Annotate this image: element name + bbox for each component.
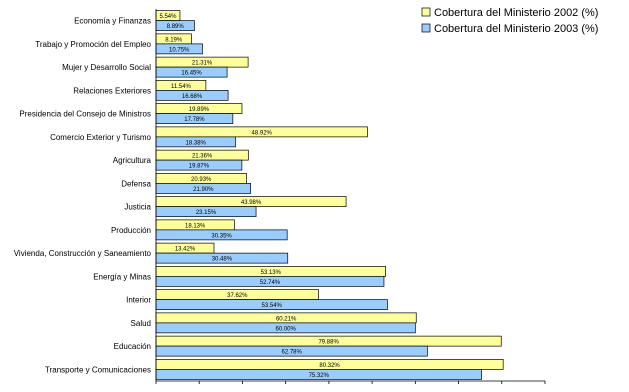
bar-data-label: 11.54% bbox=[171, 84, 192, 90]
category-label: Defensa bbox=[121, 179, 151, 188]
bar-data-label: 30.48% bbox=[212, 257, 233, 263]
category-label: Educación bbox=[114, 342, 151, 351]
legend-swatch-2003 bbox=[421, 23, 431, 33]
bar-data-label: 37.62% bbox=[227, 293, 248, 299]
bar-data-label: 18.38% bbox=[186, 140, 207, 146]
bar-data-label: 60.21% bbox=[276, 316, 297, 322]
category-label: Relaciones Exteriores bbox=[73, 86, 151, 95]
bar-data-label: 8.19% bbox=[165, 37, 183, 43]
category-label: Economía y Finanzas bbox=[74, 17, 151, 26]
bars-layer: 5.54% 8.89% 8.19% 10.75% 21.31% 16.45% 11.54% 1… bbox=[155, 10, 504, 380]
category-label: Agricultura bbox=[113, 156, 152, 165]
bar-data-label: 75.32% bbox=[309, 373, 330, 379]
category-label: Vivienda, Construcción y Saneamiento bbox=[14, 249, 152, 258]
legend-label: Cobertura del Ministerio 2003 (%) bbox=[434, 23, 598, 35]
bar-data-label: 8.89% bbox=[167, 24, 185, 30]
bar-data-label: 80.32% bbox=[319, 363, 340, 369]
bar-data-label: 62.78% bbox=[281, 350, 302, 356]
bar-data-label: 18.13% bbox=[185, 223, 206, 229]
axes bbox=[155, 9, 546, 384]
bar-data-label: 16.68% bbox=[182, 94, 203, 100]
legend-label: Cobertura del Ministerio 2002 (%) bbox=[434, 7, 598, 19]
category-label: Justicia bbox=[124, 203, 151, 212]
bar-data-label: 48.92% bbox=[252, 130, 273, 136]
bar-data-label: 43.98% bbox=[241, 200, 262, 206]
bar-data-label: 16.45% bbox=[181, 71, 202, 77]
bar-data-label: 60.00% bbox=[275, 326, 296, 332]
bar-data-label: 23.15% bbox=[196, 210, 217, 216]
category-label: Interior bbox=[126, 296, 151, 305]
bar-data-label: 19.89% bbox=[189, 107, 210, 113]
bar-data-label: 5.54% bbox=[159, 14, 177, 20]
category-label: Transporte y Comunicaciones bbox=[45, 365, 151, 374]
bar-data-label: 53.13% bbox=[261, 270, 282, 276]
bar-data-label: 21.31% bbox=[192, 61, 213, 67]
category-label: Producción bbox=[111, 226, 151, 235]
legend: Cobertura del Ministerio 2002 (%) Cobertu… bbox=[421, 7, 598, 35]
category-label: Trabajo y Promoción del Empleo bbox=[35, 40, 151, 49]
bar-data-label: 20.93% bbox=[191, 177, 212, 183]
bar-data-label: 79.88% bbox=[318, 340, 339, 346]
bar-data-label: 13.42% bbox=[175, 247, 196, 253]
legend-swatch-2002 bbox=[421, 7, 431, 17]
category-label: Mujer y Desarrollo Social bbox=[62, 63, 151, 72]
category-label: Salud bbox=[131, 319, 151, 328]
bar-data-label: 21.90% bbox=[193, 187, 214, 193]
category-label: Presidencia del Consejo de Ministros bbox=[19, 110, 151, 119]
bar-data-label: 30.35% bbox=[211, 233, 232, 239]
bar-data-label: 17.78% bbox=[184, 117, 205, 123]
category-labels: Economía y Finanzas Trabajo y Promoción d… bbox=[14, 17, 152, 375]
bar-data-label: 19.87% bbox=[189, 164, 210, 170]
bar-data-label: 52.74% bbox=[260, 280, 281, 286]
bar-data-label: 10.75% bbox=[169, 47, 190, 53]
bar-data-label: 53.54% bbox=[262, 303, 283, 309]
category-label: Energía y Minas bbox=[93, 272, 151, 281]
category-label: Comercio Exterior y Turismo bbox=[50, 133, 151, 142]
bar-data-label: 21.36% bbox=[192, 154, 213, 160]
